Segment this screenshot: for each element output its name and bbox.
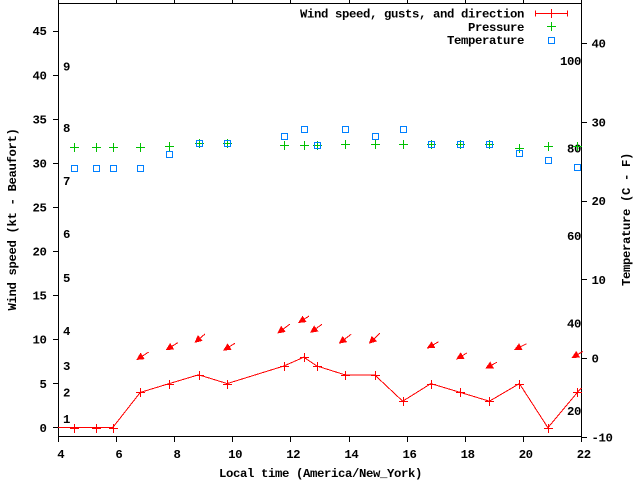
svg-text:10: 10 xyxy=(592,274,606,288)
svg-text:60: 60 xyxy=(567,230,581,244)
svg-text:25: 25 xyxy=(33,202,47,216)
svg-text:10: 10 xyxy=(228,448,242,462)
svg-text:4: 4 xyxy=(63,325,71,339)
svg-text:35: 35 xyxy=(33,113,47,127)
svg-text:20: 20 xyxy=(519,448,533,462)
svg-text:40: 40 xyxy=(592,38,606,52)
svg-text:100: 100 xyxy=(560,55,581,69)
svg-text:20: 20 xyxy=(567,405,581,419)
svg-text:2: 2 xyxy=(63,387,70,401)
svg-text:80: 80 xyxy=(567,143,581,157)
svg-text:3: 3 xyxy=(63,360,70,374)
svg-text:40: 40 xyxy=(567,318,581,332)
svg-text:7: 7 xyxy=(63,175,70,189)
svg-text:6: 6 xyxy=(63,228,70,242)
svg-text:0: 0 xyxy=(40,422,47,436)
svg-text:Wind speed, gusts, and directi: Wind speed, gusts, and direction xyxy=(300,8,524,22)
svg-text:16: 16 xyxy=(403,448,417,462)
svg-text:Local time (America/New_York): Local time (America/New_York) xyxy=(219,467,422,480)
svg-text:45: 45 xyxy=(33,25,47,39)
svg-text:Temperature (C - F): Temperature (C - F) xyxy=(620,153,634,286)
svg-text:8: 8 xyxy=(63,122,70,136)
svg-text:Temperature: Temperature xyxy=(447,34,524,48)
svg-text:9: 9 xyxy=(63,60,70,74)
svg-text:40: 40 xyxy=(33,69,47,83)
svg-text:4: 4 xyxy=(57,448,65,462)
svg-text:14: 14 xyxy=(344,448,359,462)
svg-text:22: 22 xyxy=(577,448,591,462)
svg-text:1: 1 xyxy=(63,413,70,427)
svg-text:8: 8 xyxy=(174,448,181,462)
svg-text:Pressure: Pressure xyxy=(468,21,524,35)
svg-text:12: 12 xyxy=(286,448,300,462)
svg-text:18: 18 xyxy=(461,448,475,462)
svg-text:20: 20 xyxy=(33,246,47,260)
svg-text:20: 20 xyxy=(592,195,606,209)
svg-text:Wind speed (kt - Beaufort): Wind speed (kt - Beaufort) xyxy=(6,129,20,311)
svg-text:15: 15 xyxy=(33,290,47,304)
svg-text:30: 30 xyxy=(33,157,47,171)
svg-text:-10: -10 xyxy=(592,432,613,446)
svg-text:5: 5 xyxy=(40,378,47,392)
svg-text:10: 10 xyxy=(33,334,47,348)
svg-text:0: 0 xyxy=(592,353,599,367)
svg-text:6: 6 xyxy=(115,448,122,462)
svg-text:30: 30 xyxy=(592,116,606,130)
svg-text:5: 5 xyxy=(63,272,70,286)
